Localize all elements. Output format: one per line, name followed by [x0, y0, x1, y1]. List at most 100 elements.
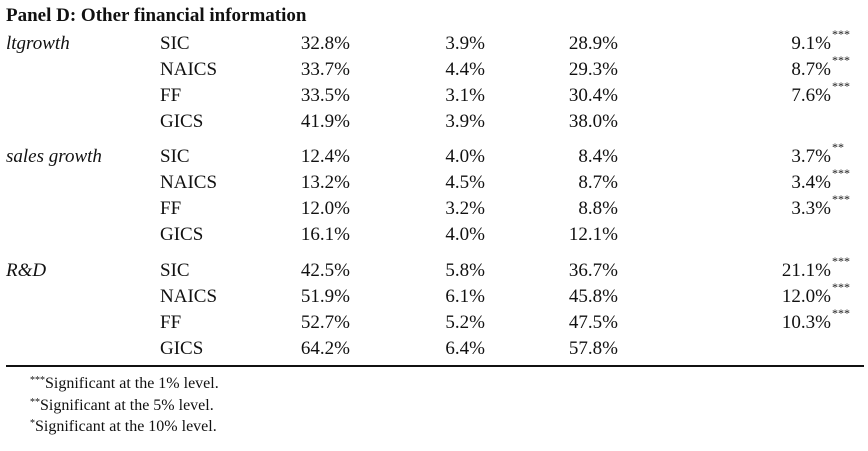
table-row: FF 12.0% 3.2% 8.8% 3.3% ***	[0, 192, 868, 222]
value-col-1: 41.9%	[300, 111, 350, 132]
value-col-1: 52.7%	[300, 312, 350, 333]
significance-stars: ***	[832, 280, 850, 294]
classification-label: FF	[160, 85, 182, 106]
footnote: *Significant at the 10% level.	[30, 417, 217, 437]
value-col-3: 45.8%	[568, 286, 618, 307]
value-col-3: 36.7%	[568, 260, 618, 281]
value-col-3: 38.0%	[568, 111, 618, 132]
footnote: ***Significant at the 1% level.	[30, 374, 219, 394]
classification-label: GICS	[160, 338, 204, 359]
value-col-1: 33.7%	[300, 59, 350, 80]
classification-label: GICS	[160, 111, 204, 132]
value-col-2: 4.0%	[445, 146, 485, 167]
value-col-3: 57.8%	[568, 338, 618, 359]
value-col-4: 21.1% ***	[781, 254, 850, 284]
value-col-1: 12.0%	[300, 198, 350, 219]
value-col-3: 8.4%	[578, 146, 618, 167]
significance-stars: ***	[832, 192, 850, 206]
value-col-2: 4.0%	[445, 224, 485, 245]
value-col-2: 3.9%	[445, 111, 485, 132]
footnote-text: Significant at the 10% level.	[35, 418, 217, 435]
value-col-4-text: 3.3%	[791, 198, 831, 219]
footnote: **Significant at the 5% level.	[30, 396, 214, 416]
value-col-2: 3.1%	[445, 85, 485, 106]
table-row: FF 52.7% 5.2% 47.5% 10.3% ***	[0, 306, 868, 336]
footnote-mark: ***	[30, 375, 45, 386]
value-col-2: 4.5%	[445, 172, 485, 193]
value-col-2: 4.4%	[445, 59, 485, 80]
significance-stars: ***	[832, 53, 850, 67]
table-row: GICS 64.2% 6.4% 57.8%	[0, 336, 868, 362]
value-col-2: 5.2%	[445, 312, 485, 333]
value-col-4: 3.7% **	[791, 140, 844, 170]
table-row: R&D SIC 42.5% 5.8% 36.7% 21.1% ***	[0, 254, 868, 284]
value-col-1: 13.2%	[300, 172, 350, 193]
table-row: FF 33.5% 3.1% 30.4% 7.6% ***	[0, 79, 868, 109]
variable-label: ltgrowth	[6, 33, 70, 54]
value-col-2: 6.4%	[445, 338, 485, 359]
value-col-1: 51.9%	[300, 286, 350, 307]
value-col-3: 30.4%	[568, 85, 618, 106]
value-col-4: 12.0% ***	[781, 280, 850, 310]
value-col-2: 6.1%	[445, 286, 485, 307]
value-col-1: 16.1%	[300, 224, 350, 245]
value-col-3: 28.9%	[568, 33, 618, 54]
table-row: GICS 41.9% 3.9% 38.0%	[0, 109, 868, 135]
value-col-2: 5.8%	[445, 260, 485, 281]
classification-label: SIC	[160, 260, 190, 281]
significance-stars: ***	[832, 27, 850, 41]
panel-title: Panel D: Other financial information	[6, 5, 307, 26]
footnote-mark: *	[30, 418, 35, 429]
value-col-4-text: 21.1%	[781, 260, 831, 281]
classification-label: FF	[160, 312, 182, 333]
classification-label: FF	[160, 198, 182, 219]
value-col-4-text: 8.7%	[791, 59, 831, 80]
table-row: NAICS 13.2% 4.5% 8.7% 3.4% ***	[0, 166, 868, 196]
value-col-3: 8.7%	[578, 172, 618, 193]
significance-stars: ***	[832, 79, 850, 93]
value-col-3: 29.3%	[568, 59, 618, 80]
value-col-3: 47.5%	[568, 312, 618, 333]
table-row: NAICS 33.7% 4.4% 29.3% 8.7% ***	[0, 53, 868, 83]
value-col-3: 8.8%	[578, 198, 618, 219]
classification-label: NAICS	[160, 172, 218, 193]
significance-stars: ***	[832, 306, 850, 320]
classification-label: GICS	[160, 224, 204, 245]
value-col-4-text: 12.0%	[781, 286, 831, 307]
classification-label: SIC	[160, 33, 190, 54]
footnote-mark: **	[30, 397, 40, 408]
classification-label: NAICS	[160, 286, 218, 307]
variable-label: R&D	[6, 260, 47, 281]
value-col-4: 3.4% ***	[791, 166, 850, 196]
value-col-4: 7.6% ***	[791, 79, 850, 109]
classification-label: SIC	[160, 146, 190, 167]
footnote-text: Significant at the 1% level.	[45, 375, 219, 392]
value-col-2: 3.2%	[445, 198, 485, 219]
footnote-text: Significant at the 5% level.	[40, 397, 214, 414]
significance-stars: ***	[832, 166, 850, 180]
classification-label: NAICS	[160, 59, 218, 80]
value-col-4: 9.1% ***	[791, 27, 850, 57]
value-col-4-text: 3.7%	[791, 146, 831, 167]
table-row: ltgrowth SIC 32.8% 3.9% 28.9% 9.1% ***	[0, 27, 868, 57]
value-col-4: 10.3% ***	[781, 306, 850, 336]
value-col-4: 3.3% ***	[791, 192, 850, 222]
table-bottom-rule	[6, 365, 864, 367]
significance-stars: ***	[832, 254, 850, 268]
table-row: NAICS 51.9% 6.1% 45.8% 12.0% ***	[0, 280, 868, 310]
table-row: GICS 16.1% 4.0% 12.1%	[0, 222, 868, 248]
value-col-1: 64.2%	[300, 338, 350, 359]
value-col-4: 8.7% ***	[791, 53, 850, 83]
value-col-1: 42.5%	[300, 260, 350, 281]
value-col-1: 33.5%	[300, 85, 350, 106]
significance-stars: **	[832, 140, 844, 154]
value-col-4-text: 3.4%	[791, 172, 831, 193]
variable-label: sales growth	[6, 146, 102, 167]
value-col-4-text: 7.6%	[791, 85, 831, 106]
value-col-2: 3.9%	[445, 33, 485, 54]
value-col-4-text: 9.1%	[791, 33, 831, 54]
value-col-4-text: 10.3%	[781, 312, 831, 333]
value-col-3: 12.1%	[568, 224, 618, 245]
table-row: sales growth SIC 12.4% 4.0% 8.4% 3.7% **	[0, 140, 868, 170]
value-col-1: 12.4%	[300, 146, 350, 167]
